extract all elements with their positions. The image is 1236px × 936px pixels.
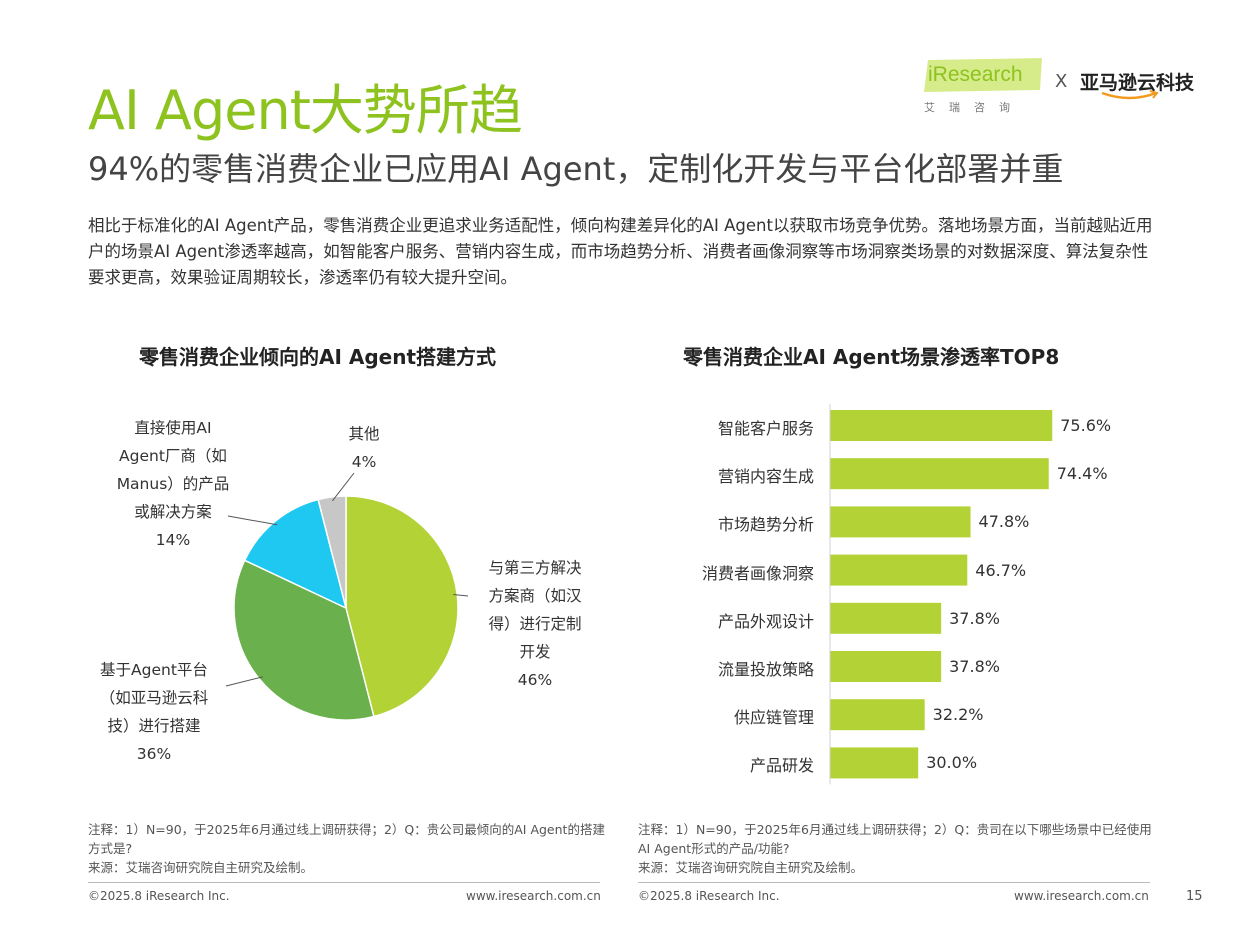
bar-category-label: 营销内容生成: [717, 467, 814, 487]
left-footer-divider: [88, 882, 600, 883]
left-note-text: 注释：1）N=90，于2025年6月通过线上调研获得；2）Q：贵公司最倾向的AI…: [88, 822, 605, 856]
bar-chart-title: 零售消费企业AI Agent场景渗透率TOP8: [683, 345, 1060, 369]
pie-slice-platform: [233, 559, 375, 721]
right-source-text: 来源：艾瑞咨询研究院自主研究及绘制。: [638, 860, 864, 875]
logo-separator: X: [1055, 71, 1068, 92]
bar-category-label: 供应链管理: [733, 708, 814, 728]
pie-label-line: 得）进行定制: [488, 615, 582, 633]
pie-label-vendor-product: 直接使用AI Agent厂商（如 Manus）的产品 或解决方案 14%: [98, 414, 248, 554]
bar-8: [830, 747, 919, 779]
pie-label-line: Manus）的产品: [116, 475, 230, 493]
pie-value-label: 46%: [517, 671, 553, 689]
pie-leader-line: [227, 515, 278, 526]
pie-label-line: 或解决方案: [134, 503, 212, 521]
smile-arrow-icon: [1101, 90, 1159, 100]
pie-label-line: 与第三方解决: [488, 559, 582, 577]
pie-value-label: 14%: [155, 531, 191, 549]
page-description: 相比于标准化的AI Agent产品，零售消费企业更追求业务适配性，倾向构建差异化…: [88, 216, 1153, 287]
pie-chart: [225, 472, 469, 721]
pie-label-line: 方案商（如汉: [488, 587, 582, 605]
page-title: AI Agent大势所趋: [88, 79, 523, 142]
pie-value-label: 4%: [351, 453, 377, 471]
left-note: 注释：1）N=90，于2025年6月通过线上调研获得；2）Q：贵公司最倾向的AI…: [88, 820, 608, 877]
bar-category-label: 流量投放策略: [717, 660, 814, 679]
bar-category-label: 产品外观设计: [717, 611, 814, 631]
pie-label-line: 技）进行搭建: [107, 717, 201, 735]
pie-value-label: 36%: [136, 745, 172, 763]
right-note-text: 注释：1）N=90，于2025年6月通过线上调研获得；2）Q：贵司在以下哪些场景…: [638, 822, 1152, 856]
pie-label-platform: 基于Agent平台 （如亚马逊云科 技）进行搭建 36%: [84, 656, 224, 768]
pie-slice-vendor-product: [243, 498, 348, 610]
bar-value-label: 37.8%: [949, 608, 1000, 628]
page-number: 15: [1186, 889, 1203, 904]
pie-chart-title: 零售消费企业倾向的AI Agent搭建方式: [139, 345, 497, 369]
bar-value-label: 32.2%: [932, 705, 984, 725]
bar-category-label: 产品研发: [749, 756, 814, 776]
pie-label-other: 其他 4%: [334, 420, 394, 476]
pie-slice-third-party: [345, 495, 459, 718]
pie-label-third-party: 与第三方解决 方案商（如汉 得）进行定制 开发 46%: [470, 554, 600, 694]
partner-logo-text: 亚马逊云科技: [1080, 72, 1195, 94]
bar-category-label: 消费者画像洞察: [701, 563, 814, 583]
bar-value-label: 46.7%: [975, 560, 1027, 580]
pie-label-line: 基于Agent平台: [100, 661, 208, 679]
right-footer-divider: [638, 882, 1150, 883]
bar-chart: [829, 404, 1053, 785]
bar-value-label: 47.8%: [978, 512, 1030, 532]
right-copyright: ©2025.8 iResearch Inc.: [638, 889, 780, 903]
pie-label-line: 开发: [519, 643, 551, 661]
right-url: www.iresearch.com.cn: [1014, 889, 1149, 903]
pie-label-line: 其他: [348, 425, 380, 443]
bar-value-label: 74.4%: [1056, 464, 1108, 484]
page-subtitle: 94%的零售消费企业已应用AI Agent，定制化开发与平台化部署并重: [88, 150, 1064, 188]
bar-value-label: 30.0%: [926, 753, 978, 773]
bar-value-label: 37.8%: [949, 657, 1000, 676]
pie-leader-line: [332, 472, 355, 502]
right-note: 注释：1）N=90，于2025年6月通过线上调研获得；2）Q：贵司在以下哪些场景…: [638, 820, 1153, 877]
pie-label-line: （如亚马逊云科: [99, 689, 209, 707]
bar-category-label: 市场趋势分析: [717, 515, 814, 535]
bar-category-label: 智能客户服务: [717, 419, 814, 438]
bar-3: [830, 506, 971, 538]
left-copyright: ©2025.8 iResearch Inc.: [88, 889, 230, 903]
iresearch-logo-cn: 艾瑞咨询: [924, 101, 1024, 114]
pie-leader-line: [225, 676, 263, 687]
bar-2: [830, 458, 1049, 490]
bar-4: [830, 554, 968, 586]
left-source-text: 来源：艾瑞咨询研究院自主研究及绘制。: [88, 860, 314, 875]
pie-label-line: 直接使用AI: [134, 419, 212, 437]
header-logo: iResearch 艾瑞咨询 X 亚马逊云科技: [922, 58, 1212, 120]
left-url: www.iresearch.com.cn: [466, 889, 601, 903]
pie-slice-other: [317, 495, 347, 609]
bar-6: [830, 651, 942, 682]
bar-7: [830, 699, 925, 731]
bar-value-label: 75.6%: [1060, 416, 1112, 435]
pie-label-line: Agent厂商（如: [119, 447, 227, 465]
iresearch-logo-background: [924, 58, 1042, 92]
iresearch-logo-text: iResearch: [928, 63, 1023, 86]
pie-leader-line: [453, 593, 469, 597]
bar-1: [830, 410, 1053, 441]
bar-5: [830, 602, 942, 634]
